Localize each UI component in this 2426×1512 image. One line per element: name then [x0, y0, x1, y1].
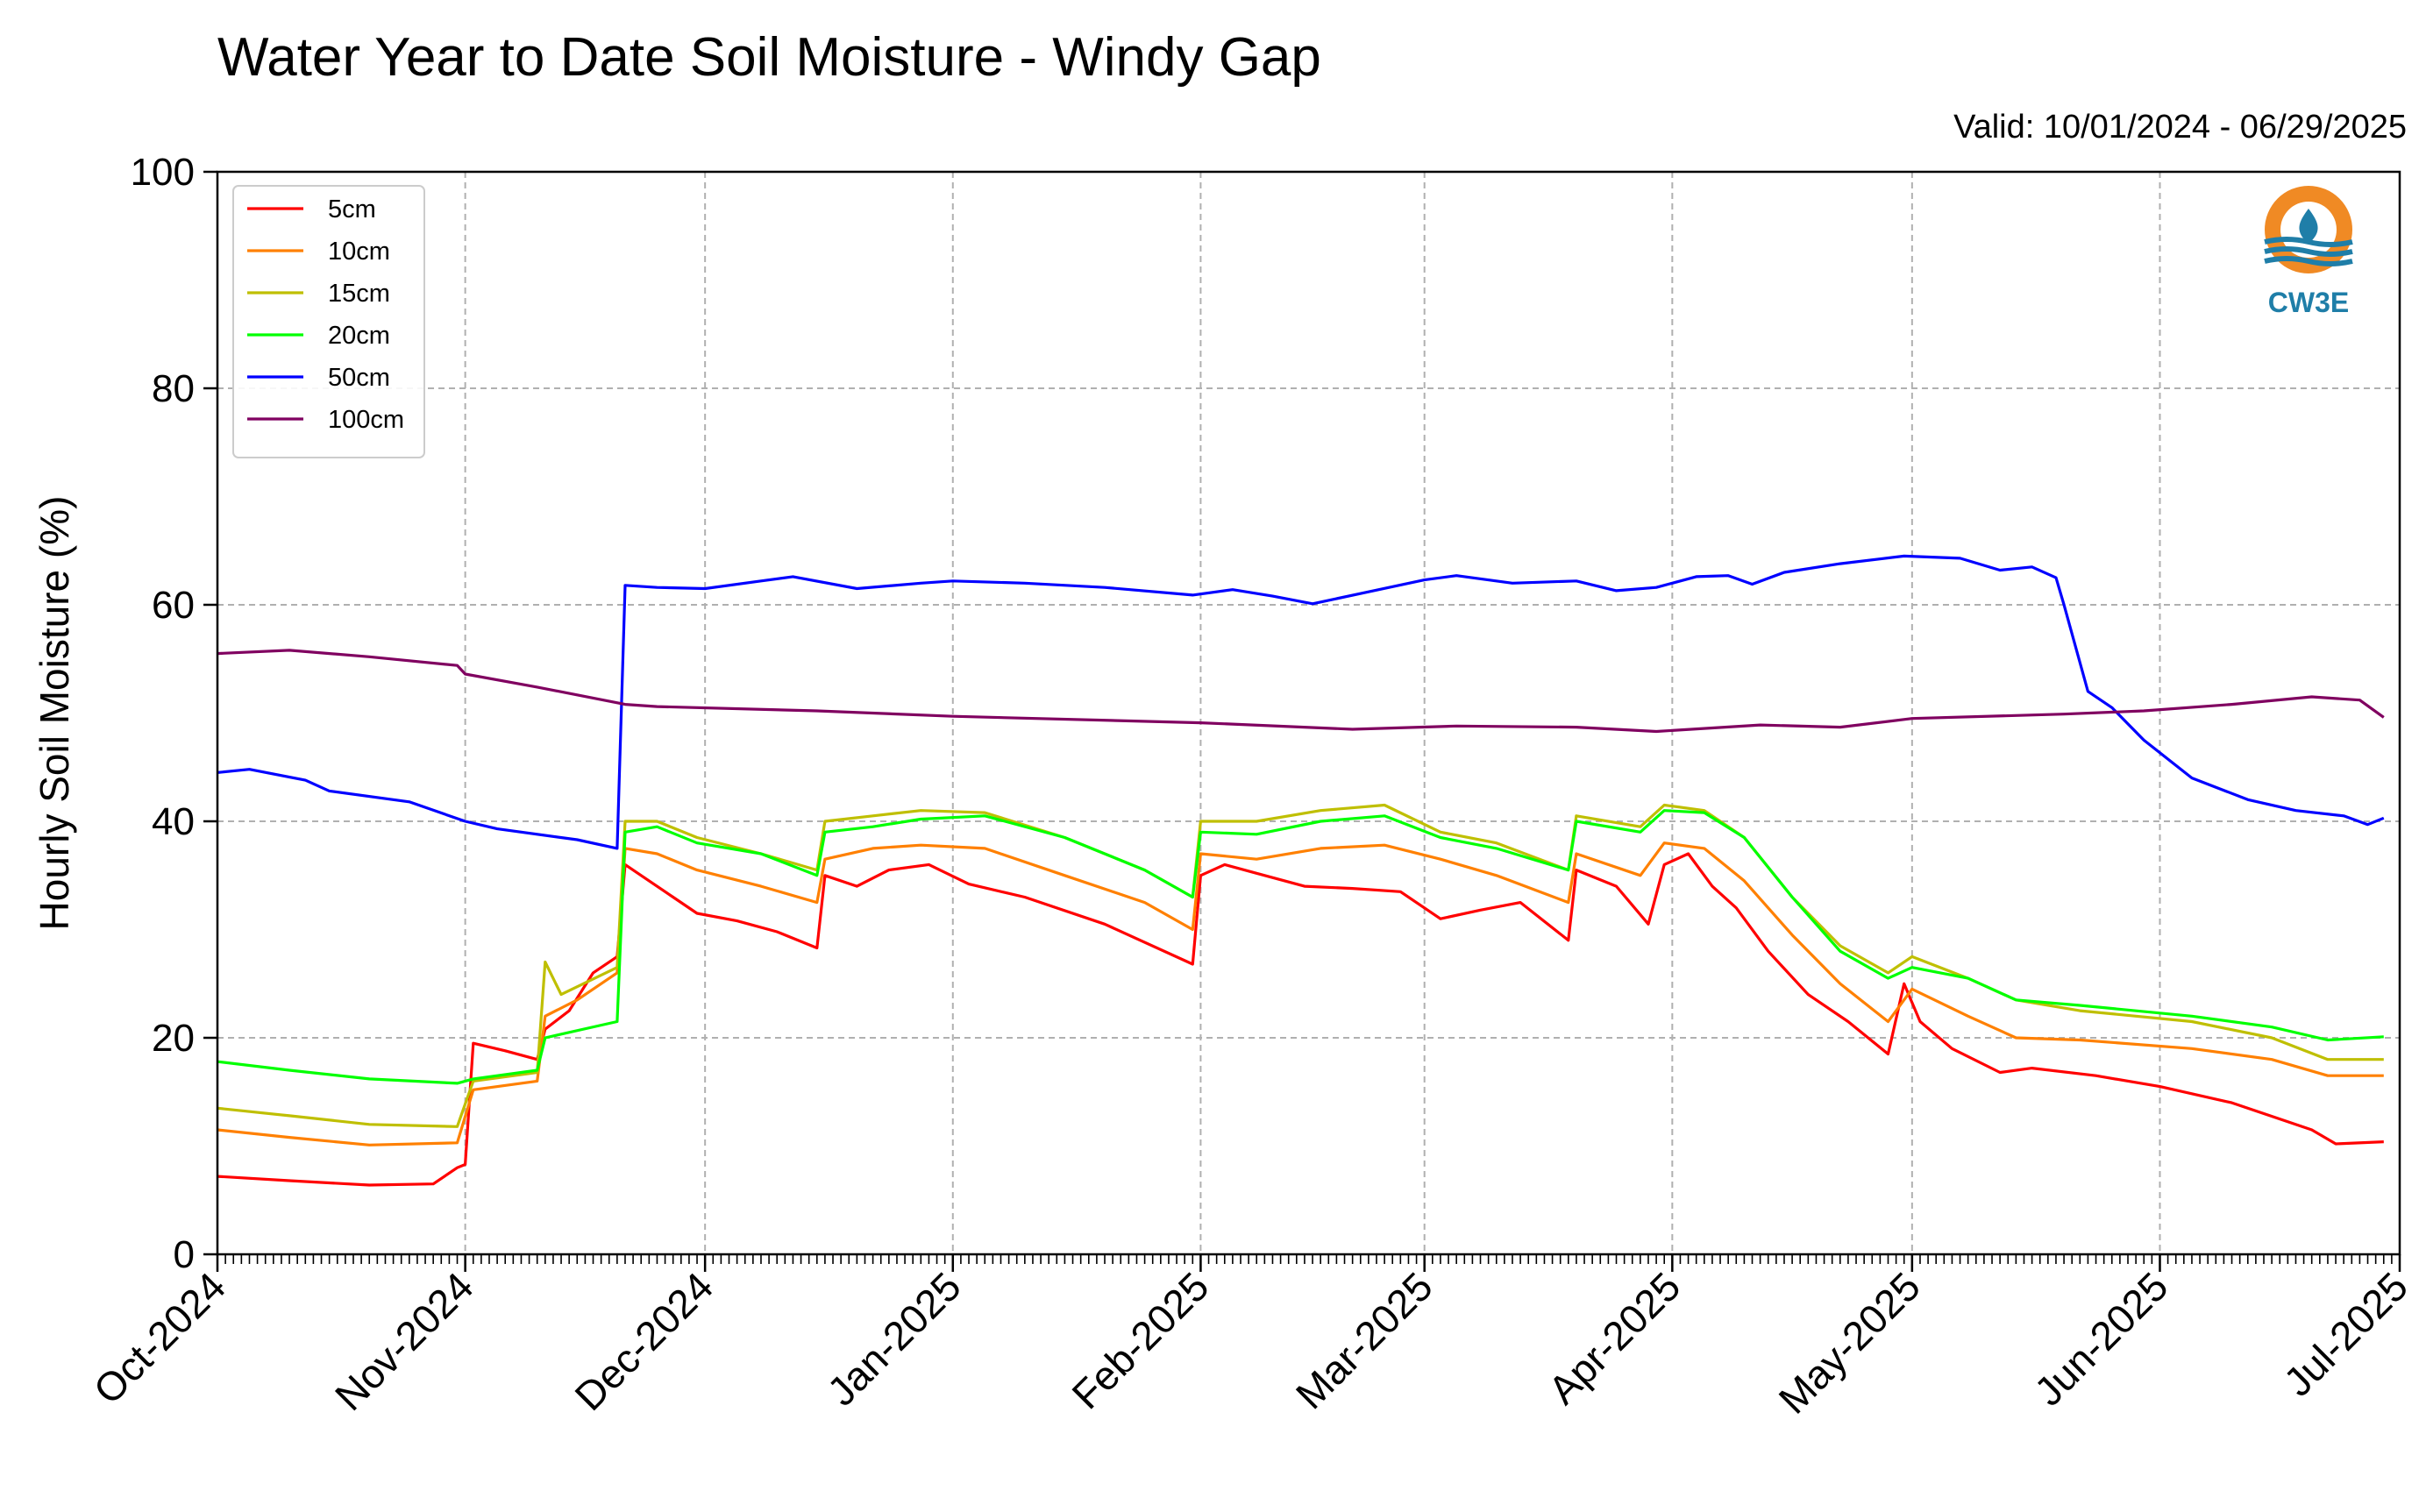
logo-wave: [2264, 237, 2353, 247]
y-tick-label: 40: [152, 800, 195, 843]
legend-box: [232, 185, 425, 458]
series-line-20cm: [217, 809, 2384, 1085]
chart-title: Water Year to Date Soil Moisture - Windy…: [217, 27, 1321, 88]
y-axis-label: Hourly Soil Moisture (%): [32, 496, 77, 931]
x-tick-label: Dec-2024: [566, 1263, 722, 1419]
cw3e-logo: CW3E: [2264, 186, 2353, 318]
y-tick-label: 80: [152, 367, 195, 410]
x-tick-label: May-2025: [1770, 1263, 1929, 1422]
logo-wave: [2264, 256, 2353, 266]
legend: 5cm 10cm 15cm 20cm 50cm 100cm: [232, 185, 425, 458]
y-tick-label: 100: [131, 151, 195, 194]
logo-wave: [2264, 246, 2353, 257]
x-tick-label: Jul-2025: [2275, 1263, 2417, 1405]
y-tick-label: 60: [152, 584, 195, 627]
series-line-5cm: [217, 852, 2384, 1187]
series-line-50cm: [217, 554, 2385, 850]
logo-text: CW3E: [2268, 287, 2349, 318]
legend-label-100cm: 100cm: [328, 406, 404, 434]
legend-label-5cm: 5cm: [328, 195, 376, 224]
x-tick-label: Apr-2025: [1540, 1263, 1690, 1413]
x-tick-label: Nov-2024: [326, 1263, 482, 1419]
x-axis: Oct-2024 Nov-2024 Dec-2024 Jan-2025 Feb-2025…: [85, 1254, 2417, 1423]
x-tick-label: Oct-2024: [85, 1263, 235, 1413]
series-line-10cm: [217, 841, 2384, 1146]
legend-label-10cm: 10cm: [328, 238, 390, 266]
y-axis: 0 20 40 60 80 100: [131, 151, 217, 1276]
x-tick-label: Jun-2025: [2025, 1263, 2176, 1414]
x-tick-label: Mar-2025: [1287, 1263, 1441, 1417]
legend-label-50cm: 50cm: [328, 364, 390, 392]
x-tick-label: Feb-2025: [1063, 1263, 1217, 1417]
legend-label-20cm: 20cm: [328, 322, 390, 350]
valid-range: Valid: 10/01/2024 - 06/29/2025: [1953, 109, 2407, 146]
x-tick-label: Jan-2025: [818, 1263, 969, 1414]
y-tick-label: 20: [152, 1017, 195, 1060]
series-group: [217, 554, 2385, 1187]
series-line-15cm: [217, 803, 2384, 1128]
plot-frame: [216, 170, 2401, 1256]
legend-label-15cm: 15cm: [328, 280, 390, 308]
x-minor-ticks: [217, 1254, 2401, 1264]
logo-drop: [2299, 209, 2318, 244]
series-line-100cm: [217, 649, 2385, 734]
y-tick-label: 0: [174, 1233, 195, 1276]
gridlines: [217, 172, 2400, 1254]
